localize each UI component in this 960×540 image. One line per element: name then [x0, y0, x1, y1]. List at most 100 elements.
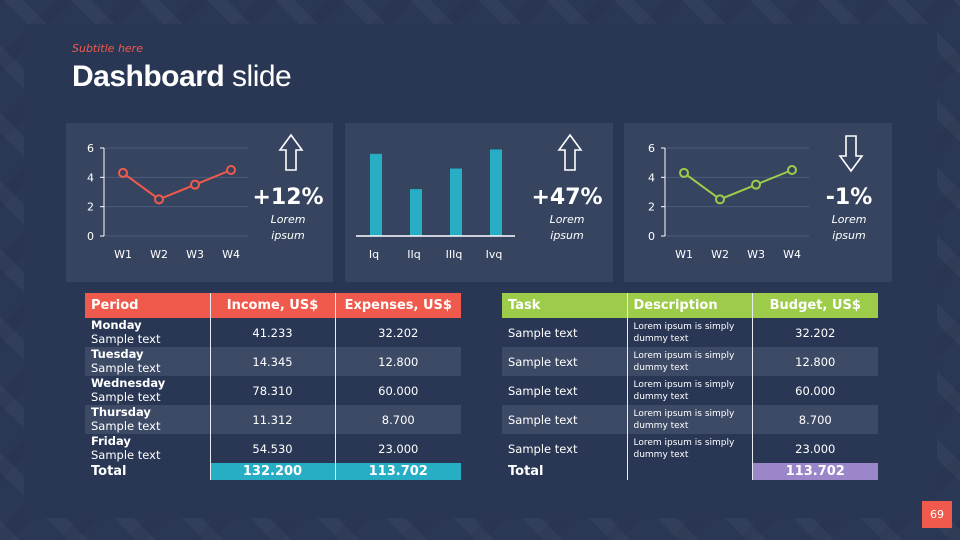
- table-header: Period Income, US$ Expenses, US$: [85, 293, 461, 318]
- description-cell: Lorem ipsum is simply dummy text: [626, 434, 752, 463]
- task-cell: Sample text: [502, 347, 627, 376]
- income-cell: 11.312: [209, 405, 335, 434]
- title-light: slide: [232, 60, 292, 93]
- total-label: Total: [508, 464, 544, 479]
- arrow-up-icon: [278, 133, 304, 171]
- data-point: [751, 179, 761, 190]
- kpi-panel-3: [624, 123, 892, 282]
- data-point: [190, 179, 200, 190]
- y-tick-label: 4: [87, 171, 94, 184]
- y-tick-label: 6: [648, 142, 655, 155]
- expenses-cell: 8.700: [334, 405, 461, 434]
- kpi-value-1: +12%: [252, 185, 324, 210]
- data-point: [679, 167, 689, 178]
- table-row: Tuesday Sample text 14.345 12.800: [85, 347, 461, 376]
- x-tick-label: W1: [675, 248, 693, 261]
- budget-cell: 12.800: [751, 347, 878, 376]
- page-title: Dashboard slide: [72, 60, 292, 94]
- budget-cell: 23.000: [751, 434, 878, 463]
- data-point: [715, 194, 725, 205]
- period-cell: Tuesday Sample text: [85, 347, 210, 376]
- y-tick-label: 2: [87, 201, 94, 214]
- arrow-down-icon: [838, 135, 864, 173]
- income-cell: 54.530: [209, 434, 335, 463]
- total-row: Total 113.702: [502, 463, 878, 480]
- subtitle: Subtitle here: [72, 42, 143, 55]
- x-tick-label: W2: [711, 248, 729, 261]
- x-tick-label: Iq: [369, 248, 379, 261]
- expenses-cell: 32.202: [334, 318, 461, 347]
- income-cell: 41.233: [209, 318, 335, 347]
- total-income: 132.200: [209, 463, 335, 480]
- period-cell: Friday Sample text: [91, 434, 161, 462]
- kpi-value-3: -1%: [825, 185, 873, 210]
- arrow-up-icon: [557, 133, 583, 171]
- budget-cell: 60.000: [751, 376, 878, 405]
- table-row: Friday Sample text 54.530 23.000: [85, 434, 461, 463]
- task-cell: Sample text: [502, 405, 627, 434]
- x-tick-label: W4: [222, 248, 240, 261]
- table-row: Wednesday Sample text 78.310 60.000: [85, 376, 461, 405]
- line-chart-2: 0 2 4 6 W1 W2 W3 W4: [648, 142, 809, 261]
- column-header: Description: [626, 293, 752, 318]
- task-cell: Sample text: [508, 383, 578, 398]
- bar-chart: Iq IIq IIIq Ivq: [356, 149, 515, 261]
- total-budget: 113.702: [751, 463, 878, 480]
- x-tick-label: IIq: [407, 248, 420, 261]
- table-row: Sample text Lorem ipsum is simply dummy t…: [502, 434, 878, 463]
- table-header: Task Description Budget, US$: [502, 293, 878, 318]
- table-row: Sample text Lorem ipsum is simply dummy t…: [502, 405, 878, 434]
- data-point: [226, 165, 236, 175]
- expenses-cell: 12.800: [334, 347, 461, 376]
- series-line: [122, 169, 232, 201]
- total-expenses: 113.702: [334, 463, 461, 480]
- total-label: Total: [91, 464, 127, 479]
- column-header: Income, US$: [209, 293, 335, 318]
- kpi-label-3: Lorem ipsum: [831, 213, 867, 242]
- column-header: Period: [91, 298, 139, 313]
- task-cell: Sample text: [508, 325, 578, 340]
- x-tick-label: W3: [186, 248, 204, 261]
- bar: [410, 189, 422, 236]
- x-tick-label: IIIq: [446, 248, 463, 261]
- bar: [370, 153, 382, 236]
- data-point: [787, 165, 797, 175]
- income-cell: 14.345: [209, 347, 335, 376]
- description-cell: Lorem ipsum is simply dummy text: [626, 318, 752, 347]
- kpi-value-2: +47%: [531, 185, 603, 210]
- x-tick-label: W2: [150, 248, 168, 261]
- kpi-panel-2: [345, 123, 613, 282]
- title-bold: Dashboard: [72, 60, 225, 93]
- y-tick-label: 0: [87, 230, 94, 243]
- page-number: 69: [922, 501, 952, 528]
- y-tick-label: 6: [87, 142, 94, 155]
- y-tick-label: 4: [648, 171, 655, 184]
- table-row: Thursday Sample text 11.312 8.700: [85, 405, 461, 434]
- line-chart-1: 0 2 4 6 W1 W2 W3 W4: [87, 142, 248, 261]
- period-cell: Thursday Sample text: [85, 405, 210, 434]
- period-cell: Wednesday Sample text: [91, 376, 166, 404]
- y-tick-label: 0: [648, 230, 655, 243]
- x-tick-label: W4: [783, 248, 801, 261]
- description-cell: Lorem ipsum is simply dummy text: [626, 405, 752, 434]
- data-point: [154, 194, 164, 205]
- y-tick-label: 2: [648, 201, 655, 214]
- bar: [450, 168, 462, 236]
- kpi-label-1: Lorem ipsum: [270, 213, 306, 242]
- bar: [490, 149, 502, 236]
- series-line: [683, 169, 793, 201]
- kpi-label-2: Lorem ipsum: [549, 213, 585, 242]
- total-row: Total 132.200 113.702: [85, 463, 461, 480]
- kpi-panel-1: [66, 123, 333, 282]
- budget-table: Task Description Budget, US$ Sample text…: [502, 293, 878, 480]
- description-cell: Lorem ipsum is simply dummy text: [626, 376, 752, 405]
- data-point: [118, 167, 128, 178]
- x-tick-label: W1: [114, 248, 132, 261]
- column-header: Expenses, US$: [334, 293, 461, 318]
- x-tick-label: Ivq: [486, 248, 503, 261]
- budget-cell: 32.202: [751, 318, 878, 347]
- budget-cell: 8.700: [751, 405, 878, 434]
- column-header: Budget, US$: [751, 293, 878, 318]
- description-cell: Lorem ipsum is simply dummy text: [626, 347, 752, 376]
